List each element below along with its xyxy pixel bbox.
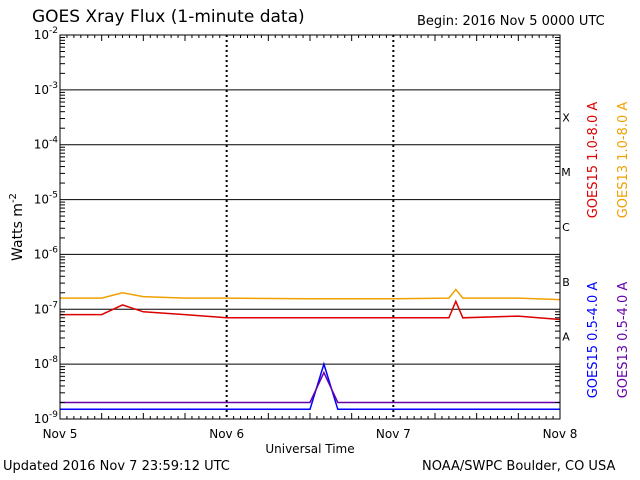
x-axis-ticks: Nov 5 Nov 6 Nov 7 Nov 8 xyxy=(43,35,578,441)
begin-time-label: Begin: 2016 Nov 5 0000 UTC xyxy=(417,14,605,29)
x-tick-label: Nov 5 xyxy=(43,427,78,441)
plot-frame xyxy=(59,34,561,420)
legend-entry: GOES15 0.5-4.0 A xyxy=(586,282,601,399)
y-tick-label: 10-9 xyxy=(34,410,59,426)
series-line xyxy=(60,288,561,301)
legend-entry: GOES15 1.0-8.0 A xyxy=(586,102,601,219)
x-axis-label: Universal Time xyxy=(265,442,354,456)
legend-entry: GOES13 1.0-8.0 A xyxy=(616,102,631,219)
y-tick-label: 10-3 xyxy=(34,81,58,97)
y-axis-ticks: 10-9 10-8 10-7 10-6 10-5 10-4 10-3 10-2 xyxy=(34,26,560,426)
series-line xyxy=(60,370,560,404)
flare-class-labels: A B C M X xyxy=(561,111,571,343)
chart-title: GOES Xray Flux (1-minute data) xyxy=(32,7,305,27)
flare-class-label: X xyxy=(562,111,570,124)
y-axis-label: Watts m-2 xyxy=(8,193,26,261)
y-tick-label: 10-6 xyxy=(34,245,59,261)
series-line xyxy=(60,299,561,321)
y-tick-label: 10-5 xyxy=(34,191,58,207)
series-line xyxy=(60,361,560,411)
x-tick-label: Nov 8 xyxy=(543,427,578,441)
flare-class-label: M xyxy=(561,166,571,179)
x-tick-label: Nov 6 xyxy=(209,427,244,441)
grid-layer xyxy=(60,35,560,419)
y-tick-label: 10-2 xyxy=(34,26,58,42)
series-layer xyxy=(60,288,561,411)
flare-class-label: B xyxy=(562,276,570,289)
y-tick-label: 10-4 xyxy=(34,136,59,152)
legend-entry: GOES13 0.5-4.0 A xyxy=(616,282,631,399)
flare-class-label: A xyxy=(562,331,570,344)
y-tick-label: 10-7 xyxy=(34,300,58,316)
x-tick-label: Nov 7 xyxy=(376,427,411,441)
flare-class-label: C xyxy=(562,221,570,234)
y-tick-label: 10-8 xyxy=(34,355,59,371)
updated-timestamp: Updated 2016 Nov 7 23:59:12 UTC xyxy=(3,459,230,474)
credit-label: NOAA/SWPC Boulder, CO USA xyxy=(422,459,616,474)
legend: GOES15 1.0-8.0 A GOES13 1.0-8.0 A GOES15 0… xyxy=(586,102,631,399)
